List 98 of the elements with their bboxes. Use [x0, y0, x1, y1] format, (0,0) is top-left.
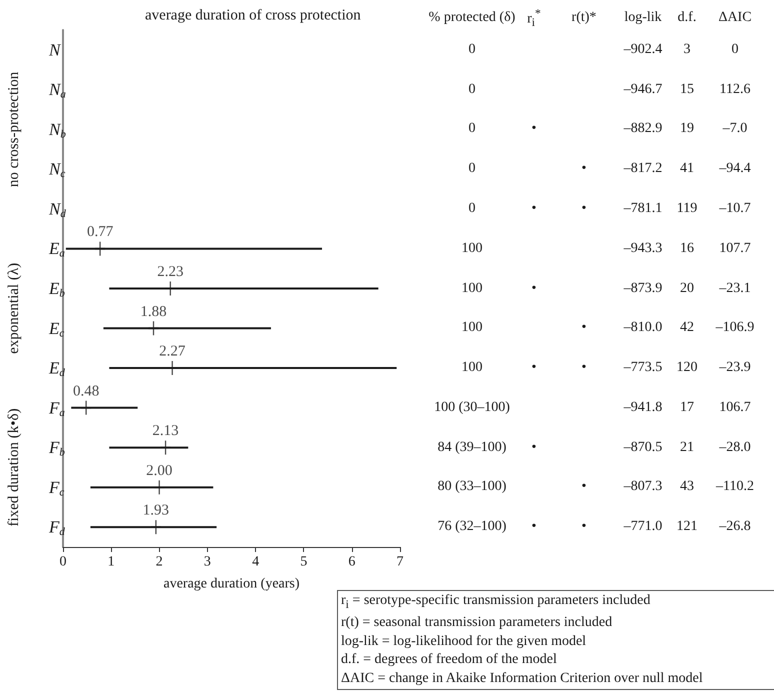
- text: •: [582, 360, 586, 376]
- text: •: [532, 121, 536, 136]
- text: –807.3: [624, 479, 662, 494]
- text: –941.8: [624, 400, 662, 415]
- data-label: 1.93: [142, 502, 170, 519]
- text: •: [532, 360, 536, 376]
- text: 100: [462, 360, 482, 376]
- text: 3: [684, 42, 690, 57]
- text: 0: [468, 82, 476, 97]
- text: •: [582, 479, 586, 494]
- text: –773.5: [624, 360, 662, 376]
- text: 112.6: [720, 82, 750, 97]
- text: 43: [680, 479, 694, 494]
- data-label: 2.23: [157, 264, 184, 280]
- text: 20: [680, 280, 694, 296]
- data-label: 2.00: [146, 462, 172, 479]
- text: 80 (33–100): [438, 479, 506, 494]
- text: fixed duration (k•δ): [6, 408, 22, 527]
- text: 100 (30–100): [434, 400, 510, 415]
- x-tick-label: 1: [108, 554, 115, 570]
- text: 100: [462, 280, 482, 296]
- point: [160, 440, 171, 455]
- x-axis-title: average duration (years): [163, 576, 300, 592]
- text: •: [532, 280, 536, 296]
- text: 15: [680, 82, 694, 97]
- text: no cross-protection: [6, 71, 22, 188]
- text: –23.9: [719, 360, 751, 376]
- text: 106.7: [719, 400, 751, 415]
- text: –28.0: [719, 440, 751, 455]
- x-tick-label: 5: [300, 554, 308, 570]
- x-tick-label: 7: [396, 554, 404, 570]
- text: –870.5: [624, 440, 662, 455]
- text: –946.7: [624, 82, 662, 97]
- x-tick-label: 4: [252, 554, 260, 570]
- text: 0: [468, 42, 476, 57]
- text: –771.0: [624, 519, 662, 534]
- x-tick-label: 6: [348, 554, 356, 570]
- text: 100: [462, 320, 482, 336]
- x-tick-label: 3: [204, 554, 211, 570]
- data-label: 2.13: [152, 423, 179, 440]
- text: –7.0: [722, 121, 748, 136]
- text: 100: [462, 240, 482, 256]
- text: –106.9: [716, 320, 754, 336]
- text: •: [582, 161, 586, 176]
- category-label: r(t)*: [572, 10, 596, 26]
- text: –873.9: [624, 280, 662, 296]
- text: log-lik = log-likelihood for the given model: [341, 634, 586, 649]
- text: 119: [676, 200, 698, 216]
- text: –817.2: [624, 161, 662, 176]
- text: 0: [732, 42, 738, 57]
- text: –23.1: [719, 280, 751, 296]
- text: –781.1: [624, 200, 662, 216]
- category-label: ΔAIC: [718, 10, 752, 26]
- text: 121: [676, 519, 698, 534]
- y-tick-label: N: [48, 40, 62, 60]
- data-label: 2.27: [159, 344, 186, 360]
- text: –94.4: [719, 161, 751, 176]
- data-label: 0.48: [72, 383, 100, 400]
- text: 19: [680, 121, 694, 136]
- text: •: [532, 440, 536, 455]
- text: –10.7: [719, 200, 751, 216]
- text: 0: [468, 121, 476, 136]
- category-label: d.f.: [678, 10, 696, 26]
- text: 0: [468, 161, 476, 176]
- text: 42: [680, 320, 694, 336]
- text: 107.7: [719, 240, 751, 256]
- text: exponential (λ): [6, 262, 22, 354]
- text: 84 (39–100): [438, 440, 506, 455]
- point: [154, 480, 164, 494]
- text: –26.8: [719, 519, 751, 534]
- text: 41: [680, 161, 694, 176]
- chart-title: average duration of cross protection: [145, 8, 362, 24]
- text: 16: [680, 240, 694, 256]
- text: •: [532, 519, 536, 534]
- x-tick-label: 2: [156, 554, 163, 570]
- text: 120: [676, 360, 698, 376]
- category-label: % protected (δ): [428, 10, 516, 26]
- text: 0: [468, 200, 476, 216]
- data-label: 1.88: [140, 304, 167, 320]
- data-label: 0.77: [86, 224, 114, 240]
- text: 76 (32–100): [438, 519, 506, 534]
- text: –902.4: [624, 42, 662, 57]
- text: r$_{i}$ = serotype-specific transmission parameters included: [341, 593, 650, 611]
- text: •: [582, 320, 586, 336]
- text: r(t) = seasonal transmission parameters included: [341, 615, 612, 630]
- text: –810.0: [624, 320, 662, 336]
- text: •: [532, 200, 536, 216]
- text: –882.9: [624, 121, 662, 136]
- x-tick-label: 0: [60, 554, 66, 570]
- text: ΔAIC = change in Akaike Information Criterion over null model: [341, 670, 703, 686]
- category-label: log-lik: [624, 10, 662, 26]
- text: d.f. = degrees of freedom of the model: [341, 652, 557, 668]
- text: •: [582, 200, 586, 216]
- text: •: [582, 519, 586, 534]
- text: 17: [680, 400, 694, 415]
- text: –110.2: [716, 479, 754, 494]
- text: –943.3: [624, 240, 662, 256]
- text: 21: [680, 440, 694, 455]
